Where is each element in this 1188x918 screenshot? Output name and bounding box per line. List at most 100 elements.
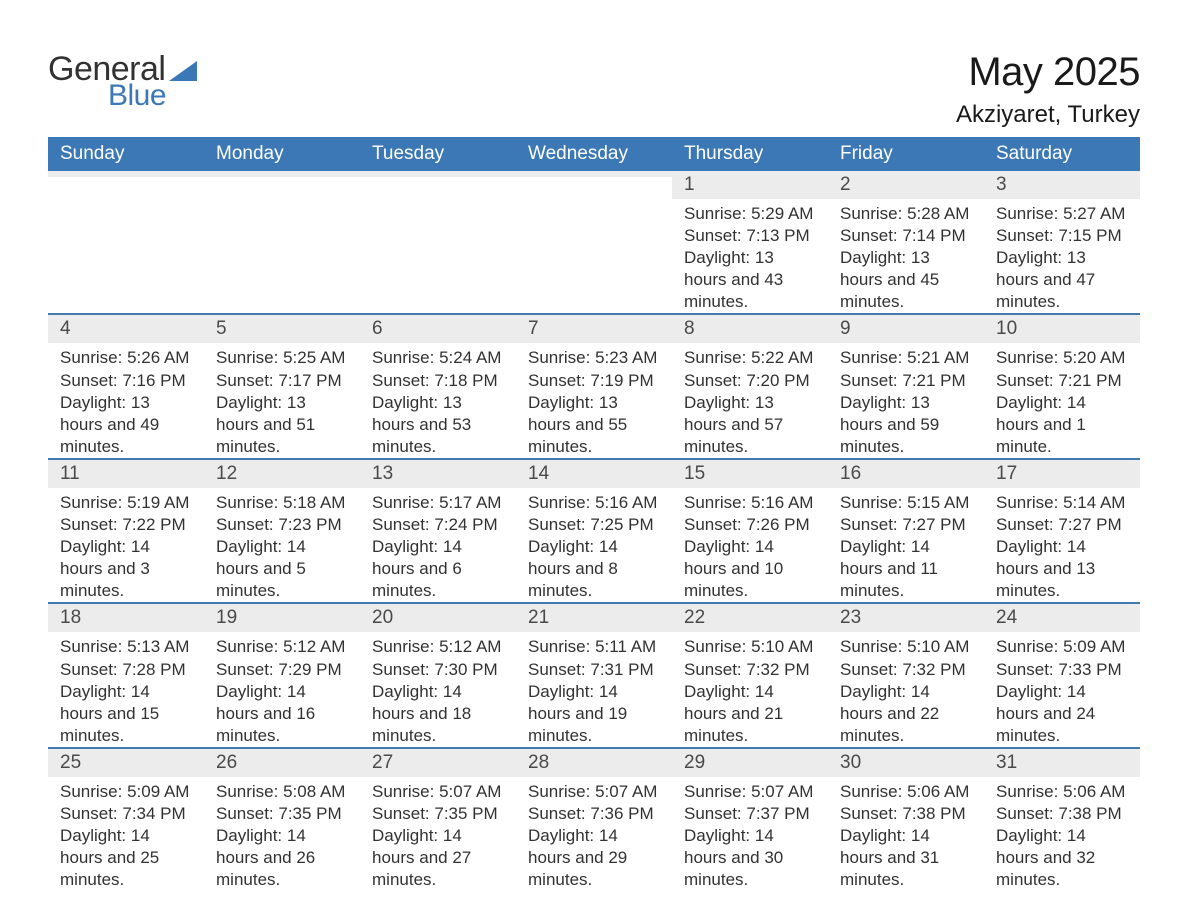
sunset-text: Sunset: 7:35 PM	[216, 803, 348, 825]
day-number: 4	[60, 318, 71, 339]
calendar-day-cell: 7Sunrise: 5:23 AMSunset: 7:19 PMDaylight…	[516, 313, 672, 457]
day-details: Sunrise: 5:26 AMSunset: 7:16 PMDaylight:…	[48, 343, 204, 457]
day-details: Sunrise: 5:21 AMSunset: 7:21 PMDaylight:…	[828, 343, 984, 457]
sunrise-text: Sunrise: 5:10 AM	[840, 636, 972, 658]
calendar-day-cell: 18Sunrise: 5:13 AMSunset: 7:28 PMDayligh…	[48, 602, 204, 746]
sunrise-text: Sunrise: 5:10 AM	[684, 636, 816, 658]
sunrise-text: Sunrise: 5:26 AM	[60, 347, 192, 369]
sunrise-text: Sunrise: 5:14 AM	[996, 492, 1128, 514]
weekday-header: Saturday	[984, 137, 1140, 171]
day-details: Sunrise: 5:06 AMSunset: 7:38 PMDaylight:…	[828, 777, 984, 891]
sunset-text: Sunset: 7:21 PM	[996, 370, 1128, 392]
day-number: 21	[528, 607, 549, 628]
day-details: Sunrise: 5:09 AMSunset: 7:33 PMDaylight:…	[984, 632, 1140, 746]
daylight-text: Daylight: 14 hours and 29 minutes.	[528, 825, 660, 891]
daylight-text: Daylight: 13 hours and 59 minutes.	[840, 392, 972, 458]
calendar-day-cell: 21Sunrise: 5:11 AMSunset: 7:31 PMDayligh…	[516, 602, 672, 746]
sunset-text: Sunset: 7:36 PM	[528, 803, 660, 825]
calendar-day-cell: 29 Sunrise: 5:07 AMSunset: 7:37 PMDayligh…	[672, 747, 828, 891]
day-number: 20	[372, 607, 393, 628]
day-details: Sunrise: 5:06 AMSunset: 7:38 PMDaylight:…	[984, 777, 1140, 891]
sunrise-text: Sunrise: 5:18 AM	[216, 492, 348, 514]
day-number: 18	[60, 607, 81, 628]
sunset-text: Sunset: 7:30 PM	[372, 659, 504, 681]
day-details: Sunrise: 5:14 AMSunset: 7:27 PMDaylight:…	[984, 488, 1140, 602]
calendar-week-row: 4 Sunrise: 5:26 AMSunset: 7:16 PMDaylight…	[48, 313, 1140, 457]
calendar-day-cell: 13 Sunrise: 5:17 AMSunset: 7:24 PMDayligh…	[360, 458, 516, 602]
calendar-day-cell: 1Sunrise: 5:29 AMSunset: 7:13 PMDaylight…	[672, 171, 828, 313]
daylight-text: Daylight: 14 hours and 10 minutes.	[684, 536, 816, 602]
sunset-text: Sunset: 7:38 PM	[840, 803, 972, 825]
day-number: 13	[372, 463, 393, 484]
sunrise-text: Sunrise: 5:09 AM	[60, 781, 192, 803]
sunrise-text: Sunrise: 5:07 AM	[372, 781, 504, 803]
calendar-day-cell: 30Sunrise: 5:06 AMSunset: 7:38 PMDayligh…	[828, 747, 984, 891]
calendar-day-cell: 9Sunrise: 5:21 AMSunset: 7:21 PMDaylight…	[828, 313, 984, 457]
day-number: 22	[684, 607, 705, 628]
calendar-day-cell: 16Sunrise: 5:15 AMSunset: 7:27 PMDayligh…	[828, 458, 984, 602]
daylight-text: Daylight: 14 hours and 13 minutes.	[996, 536, 1128, 602]
daylight-text: Daylight: 13 hours and 47 minutes.	[996, 247, 1128, 313]
day-details: Sunrise: 5:10 AMSunset: 7:32 PMDaylight:…	[828, 632, 984, 746]
daylight-text: Daylight: 14 hours and 30 minutes.	[684, 825, 816, 891]
calendar-day-cell: 2 Sunrise: 5:28 AMSunset: 7:14 PMDaylight…	[828, 171, 984, 313]
sunrise-text: Sunrise: 5:07 AM	[528, 781, 660, 803]
calendar-day-cell: 6Sunrise: 5:24 AMSunset: 7:18 PMDaylight…	[360, 313, 516, 457]
day-details: Sunrise: 5:24 AMSunset: 7:18 PMDaylight:…	[360, 343, 516, 457]
daylight-text: Daylight: 14 hours and 11 minutes.	[840, 536, 972, 602]
sunset-text: Sunset: 7:32 PM	[684, 659, 816, 681]
calendar-day-cell	[48, 171, 204, 313]
day-number: 27	[372, 752, 393, 773]
calendar-day-cell: 11Sunrise: 5:19 AMSunset: 7:22 PMDayligh…	[48, 458, 204, 602]
day-details: Sunrise: 5:16 AMSunset: 7:26 PMDaylight:…	[672, 488, 828, 602]
sunrise-text: Sunrise: 5:09 AM	[996, 636, 1128, 658]
page-title: May 2025	[956, 50, 1140, 95]
sunrise-text: Sunrise: 5:23 AM	[528, 347, 660, 369]
calendar-day-cell: 8Sunrise: 5:22 AMSunset: 7:20 PMDaylight…	[672, 313, 828, 457]
sunset-text: Sunset: 7:33 PM	[996, 659, 1128, 681]
sunset-text: Sunset: 7:34 PM	[60, 803, 192, 825]
day-number: 2	[840, 174, 851, 195]
day-number: 24	[996, 607, 1017, 628]
day-details: Sunrise: 5:20 AMSunset: 7:21 PMDaylight:…	[984, 343, 1140, 457]
calendar-day-cell: 14Sunrise: 5:16 AMSunset: 7:25 PMDayligh…	[516, 458, 672, 602]
sunset-text: Sunset: 7:32 PM	[840, 659, 972, 681]
calendar-week-row: 18Sunrise: 5:13 AMSunset: 7:28 PMDayligh…	[48, 602, 1140, 746]
sunset-text: Sunset: 7:31 PM	[528, 659, 660, 681]
day-number: 12	[216, 463, 237, 484]
daylight-text: Daylight: 14 hours and 5 minutes.	[216, 536, 348, 602]
weekday-header-row: Sunday Monday Tuesday Wednesday Thursday…	[48, 137, 1140, 171]
daylight-text: Daylight: 13 hours and 49 minutes.	[60, 392, 192, 458]
day-details: Sunrise: 5:07 AMSunset: 7:36 PMDaylight:…	[516, 777, 672, 891]
calendar-day-cell: 23Sunrise: 5:10 AMSunset: 7:32 PMDayligh…	[828, 602, 984, 746]
sunset-text: Sunset: 7:18 PM	[372, 370, 504, 392]
day-details: Sunrise: 5:28 AMSunset: 7:14 PMDaylight:…	[828, 199, 984, 313]
day-details: Sunrise: 5:07 AMSunset: 7:37 PMDaylight:…	[672, 777, 828, 891]
day-number: 29	[684, 752, 705, 773]
day-number: 14	[528, 463, 549, 484]
daylight-text: Daylight: 14 hours and 3 minutes.	[60, 536, 192, 602]
day-details: Sunrise: 5:29 AMSunset: 7:13 PMDaylight:…	[672, 199, 828, 313]
day-number: 16	[840, 463, 861, 484]
sunrise-text: Sunrise: 5:07 AM	[684, 781, 816, 803]
sunrise-text: Sunrise: 5:12 AM	[372, 636, 504, 658]
calendar-table: Sunday Monday Tuesday Wednesday Thursday…	[48, 137, 1140, 891]
day-details: Sunrise: 5:07 AMSunset: 7:35 PMDaylight:…	[360, 777, 516, 891]
sunset-text: Sunset: 7:14 PM	[840, 225, 972, 247]
sunset-text: Sunset: 7:13 PM	[684, 225, 816, 247]
day-number: 31	[996, 752, 1017, 773]
calendar-day-cell	[360, 171, 516, 313]
weekday-header: Monday	[204, 137, 360, 171]
weekday-header: Thursday	[672, 137, 828, 171]
sunrise-text: Sunrise: 5:27 AM	[996, 203, 1128, 225]
daylight-text: Daylight: 13 hours and 57 minutes.	[684, 392, 816, 458]
daylight-text: Daylight: 14 hours and 22 minutes.	[840, 681, 972, 747]
day-details: Sunrise: 5:17 AMSunset: 7:24 PMDaylight:…	[360, 488, 516, 602]
sunrise-text: Sunrise: 5:19 AM	[60, 492, 192, 514]
sunset-text: Sunset: 7:15 PM	[996, 225, 1128, 247]
calendar-day-cell: 15 Sunrise: 5:16 AMSunset: 7:26 PMDayligh…	[672, 458, 828, 602]
daylight-text: Daylight: 14 hours and 32 minutes.	[996, 825, 1128, 891]
day-number: 15	[684, 463, 705, 484]
day-number: 17	[996, 463, 1017, 484]
sunrise-text: Sunrise: 5:21 AM	[840, 347, 972, 369]
